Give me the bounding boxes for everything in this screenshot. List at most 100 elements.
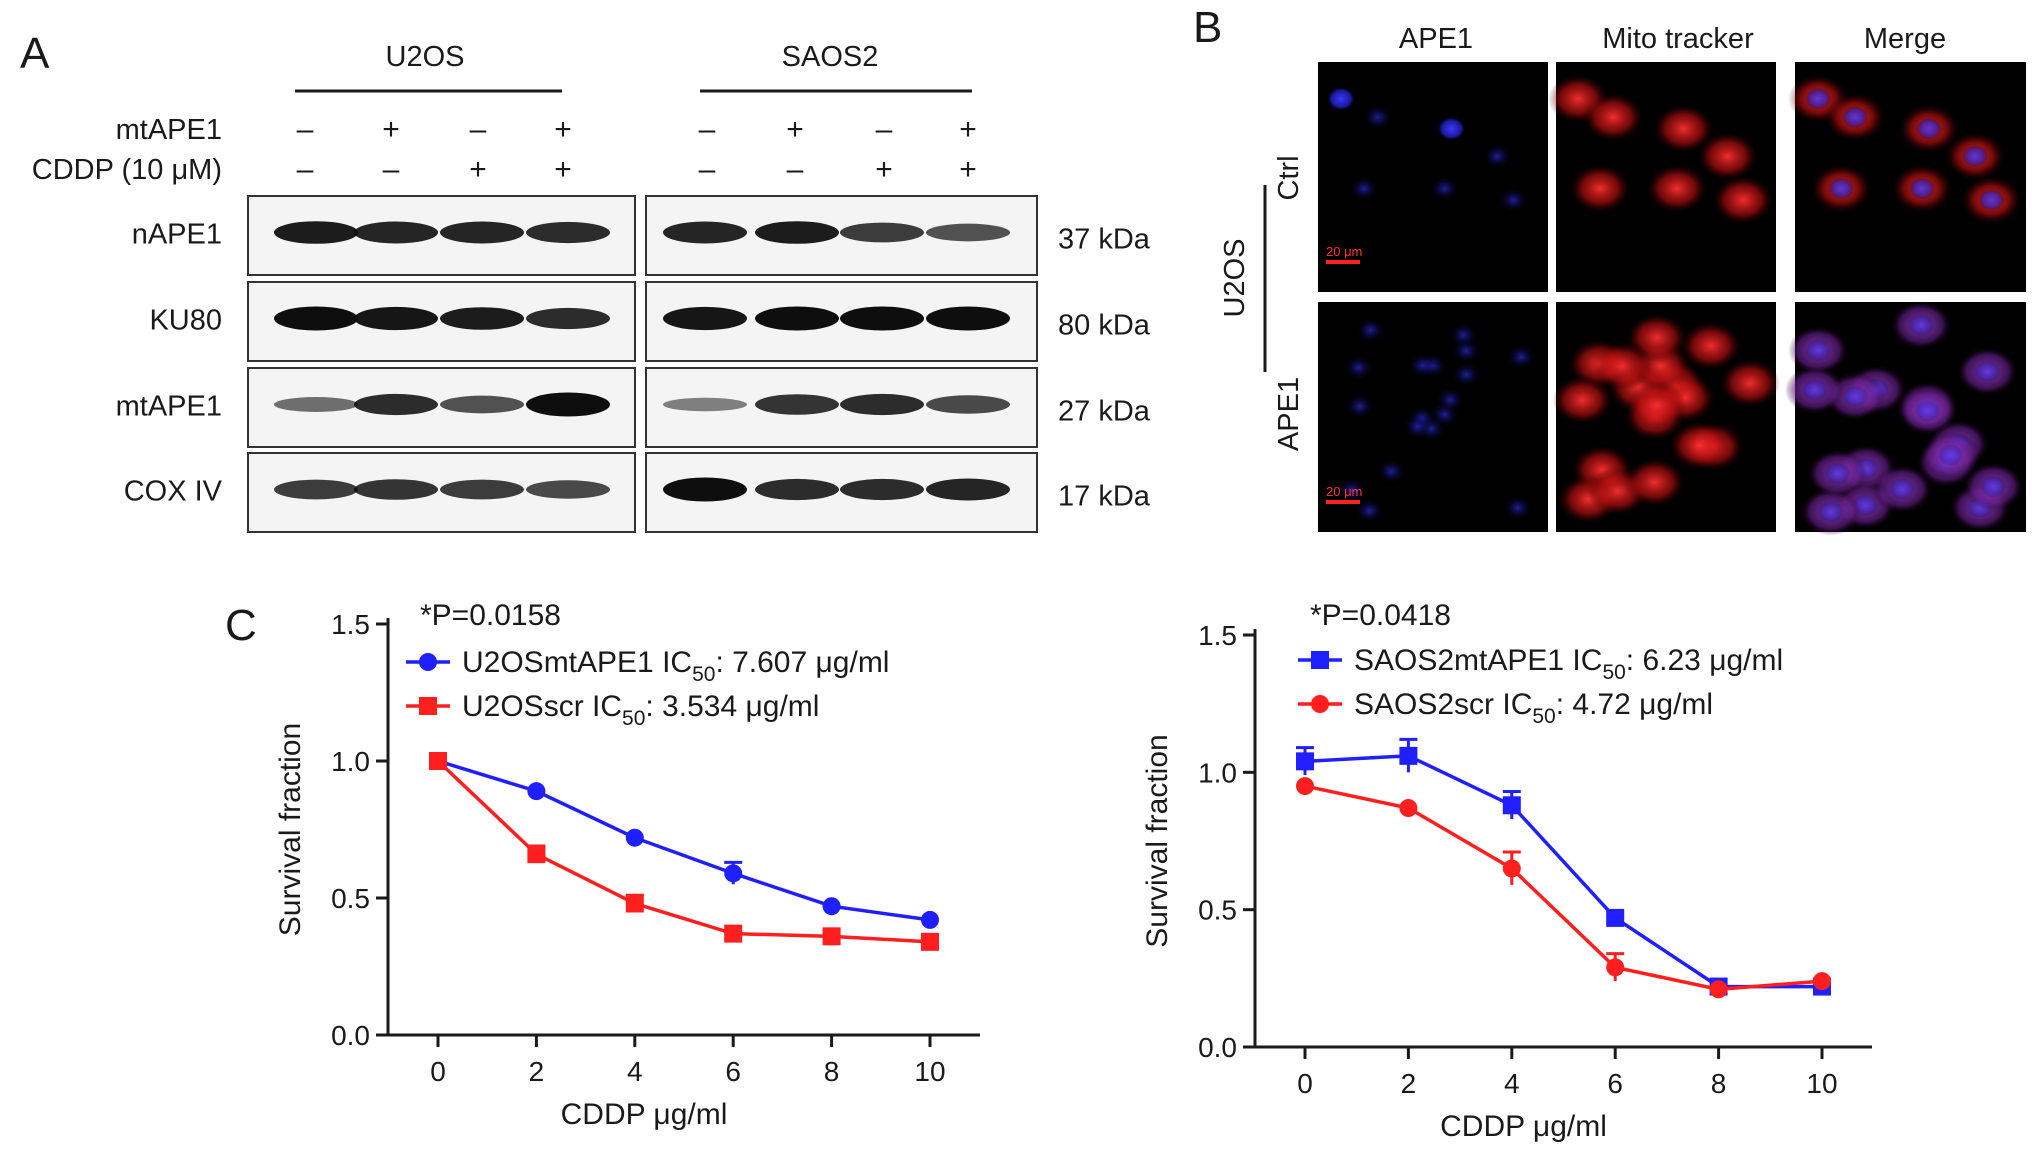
x-tick-label: 2 [529, 1056, 545, 1087]
mito-blob [1570, 164, 1630, 213]
merge-nucleus-blob [1909, 177, 1936, 200]
y-axis-title: Survival fraction [274, 723, 307, 936]
panel-c-label: C [225, 601, 257, 650]
microscopy-grid: 20 μm 20 μm [1318, 62, 2026, 536]
nucleus-blob [1350, 176, 1378, 201]
merge-nucleus-blob [1805, 339, 1832, 362]
micrograph-tile [1318, 62, 1548, 292]
blot-band [755, 478, 839, 501]
panel-a-label: A [20, 29, 50, 78]
nucleus-blob [1430, 402, 1459, 427]
panel-c: C 0.0 0.5 1.0 1.5 0 2 4 6 8 10 CDDP μg/ml Survival … [225, 599, 1872, 1143]
blot-band [526, 307, 610, 330]
blot-band [440, 395, 524, 414]
x-axis-title: CDDP μg/ml [561, 1098, 728, 1131]
legend-entry: U2OSscr IC50: 3.534 μg/ml [462, 690, 819, 730]
x-tick-label: 2 [1401, 1068, 1417, 1099]
mito-blob [1626, 381, 1687, 430]
row-label-cddp: CDDP (10 μM) [32, 154, 222, 186]
data-point [724, 864, 743, 883]
y-tick-label: 1.0 [1198, 757, 1237, 788]
data-point [1606, 908, 1625, 927]
column-label-ape1: APE1 [1399, 23, 1473, 55]
data-point [625, 894, 644, 913]
merge-nucleus-blob [1915, 117, 1942, 140]
blot-band [526, 221, 610, 244]
merge-nucleus-blob [1842, 106, 1869, 129]
treatment-sign: – [383, 153, 400, 186]
nucleus-blob [1430, 176, 1459, 201]
merge-nucleus-blob [1978, 189, 2005, 211]
mito-blob [1583, 93, 1644, 142]
column-label-merge: Merge [1864, 23, 1946, 55]
blot-band [440, 479, 524, 500]
panel-a: A U2OS SAOS2 mtAPE1 CDDP (10 μM) – + – + – + –… [20, 29, 1151, 533]
blot-band [926, 306, 1010, 331]
merge-nucleus-blob [1805, 87, 1832, 110]
data-point [625, 828, 644, 847]
series-line [1304, 754, 1822, 989]
merge-nucleus-blob [1828, 177, 1855, 200]
blot-band [354, 479, 438, 500]
merge-nucleus-blob [1908, 314, 1935, 337]
data-point [1502, 859, 1521, 878]
blot-band [274, 479, 358, 500]
treatment-sign: + [786, 113, 804, 146]
blot-band [926, 478, 1010, 501]
legend-marker [419, 697, 437, 715]
x-tick-label: 6 [1607, 1068, 1623, 1099]
blot-band [354, 221, 438, 244]
legend-entry: SAOS2mtAPE1 IC50: 6.23 μg/ml [1354, 644, 1783, 684]
blot-band [663, 477, 747, 502]
treatment-sign: + [959, 153, 977, 186]
data-point [1296, 752, 1314, 771]
blot-band [926, 223, 1010, 242]
treatment-sign: + [469, 153, 487, 186]
data-point [921, 932, 939, 951]
treatment-sign: – [699, 113, 716, 146]
nucleus-blob [1344, 355, 1373, 380]
nucleus-blob [1437, 116, 1466, 141]
blot-band [274, 397, 358, 412]
treatment-sign: – [699, 153, 716, 186]
mito-blob [1653, 104, 1714, 153]
data-point [1502, 796, 1521, 815]
merge-nucleus-blob [1824, 462, 1851, 485]
survival-chart-u2os: 0.0 0.5 1.0 1.5 0 2 4 6 8 10 CDDP μg/ml Survival fr… [274, 599, 980, 1131]
x-tick-label: 4 [627, 1056, 643, 1087]
blot-mw-label: 37 kDa [1058, 224, 1151, 256]
data-point [1399, 746, 1418, 765]
x-tick-label: 6 [725, 1056, 741, 1087]
nucleus-blob [1483, 144, 1512, 169]
mito-blob [1669, 421, 1730, 470]
x-tick-label: 10 [1806, 1068, 1837, 1099]
data-point [527, 845, 546, 864]
blot-label: nAPE1 [132, 219, 222, 251]
blot-band [840, 222, 924, 243]
blot-label: KU80 [149, 305, 222, 337]
nucleus-blob [1356, 318, 1385, 343]
data-point [921, 910, 939, 929]
treatment-sign: – [470, 113, 487, 146]
blot-label: COX IV [124, 476, 223, 508]
mito-blob [1592, 342, 1653, 391]
blot-band [440, 307, 524, 330]
nucleus-blob [1499, 188, 1528, 212]
blot-mw-label: 17 kDa [1058, 481, 1151, 513]
mito-blob [1713, 176, 1773, 224]
series-line [436, 759, 931, 944]
nucleus-blob [1452, 362, 1481, 387]
merge-nucleus-blob [1980, 475, 2007, 498]
blot-mw-label: 80 kDa [1058, 310, 1151, 342]
merge-nucleus-blob [1801, 378, 1828, 401]
data-point [1813, 972, 1831, 991]
nucleus-blob [1355, 498, 1384, 523]
blot-band [354, 393, 438, 416]
blot-mw-label: 27 kDa [1058, 396, 1151, 428]
scale-bar-label: 20 μm [1326, 244, 1362, 259]
y-tick-label: 1.5 [1198, 620, 1237, 651]
series-line [437, 759, 931, 922]
row-label-ctrl: Ctrl [1273, 155, 1305, 200]
panel-b: B APE1 Mito tracker Merge Ctrl APE1 U2OS… [1193, 3, 2026, 536]
legend-marker [419, 653, 437, 671]
